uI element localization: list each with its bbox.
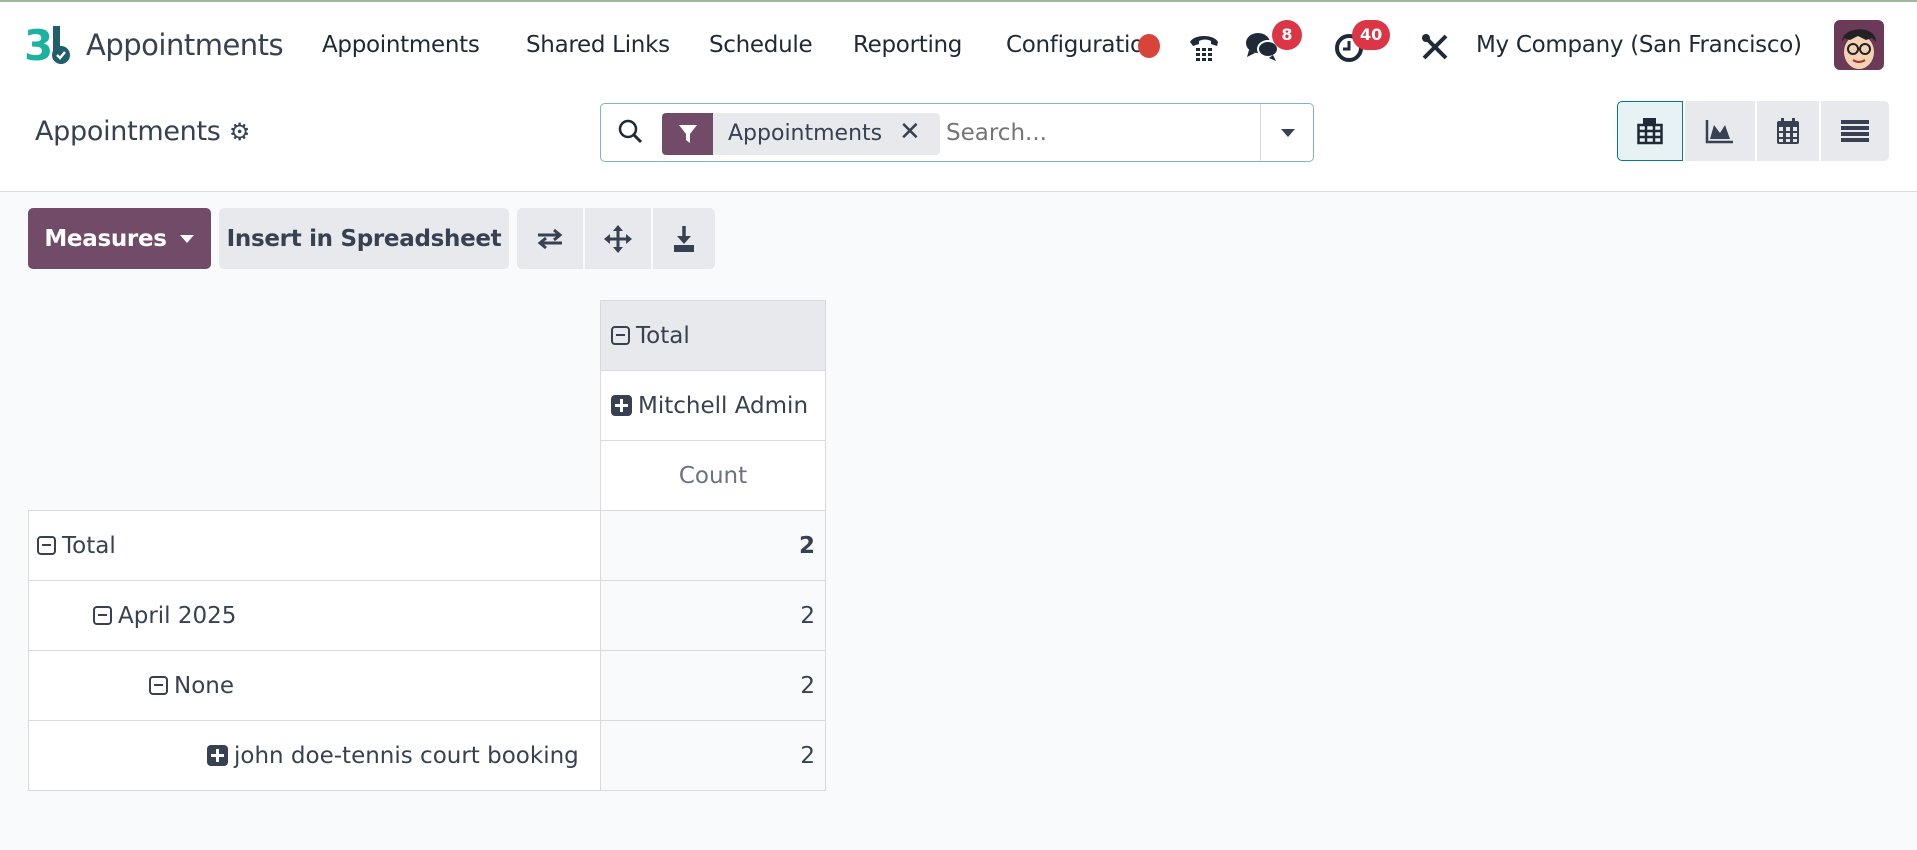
pivot-corner [29,301,601,511]
expand-all-button[interactable] [585,208,651,269]
row-label: April 2025 [118,602,237,629]
collapse-icon [149,675,168,695]
insert-spreadsheet-button[interactable]: Insert in Spreadsheet [219,208,509,269]
search-icon[interactable] [617,118,645,150]
download-icon [674,225,694,252]
col-header-total-label: Total [636,322,690,349]
search-bar: Appointments ✕ [600,103,1314,162]
cell-value[interactable]: 2 [600,510,826,581]
row-header-none[interactable]: None [28,650,601,721]
tools-icon[interactable] [1420,32,1450,66]
expand-icon [207,744,228,766]
menu-schedule[interactable]: Schedule [709,32,813,58]
pivot-icon [1637,118,1663,145]
phone-icon[interactable] [1188,30,1220,66]
list-icon [1841,120,1869,142]
table-row: john doe-tennis court booking 2 [28,720,826,791]
facet-remove-icon[interactable]: ✕ [899,117,921,147]
page-title-text: Appointments [35,116,221,147]
cell-value[interactable]: 2 [600,650,826,721]
row-header-booking[interactable]: john doe-tennis court booking [28,720,601,791]
search-input[interactable] [946,116,1246,150]
caret-down-icon [1280,128,1295,137]
col-header-group[interactable]: Mitchell Admin [600,370,826,441]
search-options-toggle[interactable] [1260,104,1314,161]
avatar[interactable] [1834,20,1884,70]
view-calendar-button[interactable] [1757,101,1819,161]
area-chart-icon [1705,120,1733,144]
table-row: April 2025 2 [28,580,826,651]
measure-header[interactable]: Count [600,440,826,511]
measures-label: Measures [44,225,167,252]
exchange-icon [537,228,563,249]
chat-icon[interactable] [1245,30,1281,66]
pivot-table: Total Mitchell Admin Count Total 2 April… [28,300,826,791]
filter-icon [662,113,713,155]
collapse-icon [37,535,56,555]
navbar: 3 Appointments Appointments Shared Links… [0,2,1917,88]
view-pivot-button[interactable] [1617,101,1683,161]
row-label: john doe-tennis court booking [234,742,579,769]
row-label: None [174,672,235,699]
col-header-group-label: Mitchell Admin [638,392,809,419]
recording-dot [1138,34,1160,58]
activity-badge: 40 [1352,20,1391,50]
company-switcher[interactable]: My Company (San Francisco) [1476,32,1802,58]
col-header-total[interactable]: Total [600,300,826,371]
menu-shared-links[interactable]: Shared Links [526,32,670,58]
top-border [0,0,1917,2]
search-facet: Appointments ✕ [662,113,940,155]
calendar-icon [1777,118,1799,144]
appointment-logo[interactable]: 3 [24,21,74,70]
row-header-total[interactable]: Total [28,510,601,581]
svg-text:3: 3 [24,22,53,68]
collapse-icon [93,605,112,625]
measures-button[interactable]: Measures [28,208,211,269]
table-row: Total 2 [28,510,826,581]
row-label: Total [62,532,116,559]
collapse-icon [611,325,630,345]
table-row: None 2 [28,650,826,721]
row-header-april-2025[interactable]: April 2025 [28,580,601,651]
chat-badge: 8 [1272,20,1302,50]
expand-icon [611,394,632,416]
facet-label: Appointments [728,121,883,146]
arrows-icon [604,224,632,253]
flip-axis-button[interactable] [517,208,583,269]
download-button[interactable] [653,208,715,269]
view-list-button[interactable] [1821,101,1889,161]
control-panel: Appointments ⚙ Appointments ✕ [0,88,1917,192]
caret-down-icon [179,234,194,243]
menu-configuration[interactable]: Configuration [1006,32,1159,58]
cell-value[interactable]: 2 [600,720,826,791]
page-title: Appointments ⚙ [35,116,250,147]
menu-reporting[interactable]: Reporting [853,32,963,58]
gear-icon[interactable]: ⚙ [228,118,251,146]
menu-appointments[interactable]: Appointments [322,32,480,58]
app-name[interactable]: Appointments [86,28,284,62]
view-graph-button[interactable] [1685,101,1755,161]
cell-value[interactable]: 2 [600,580,826,651]
